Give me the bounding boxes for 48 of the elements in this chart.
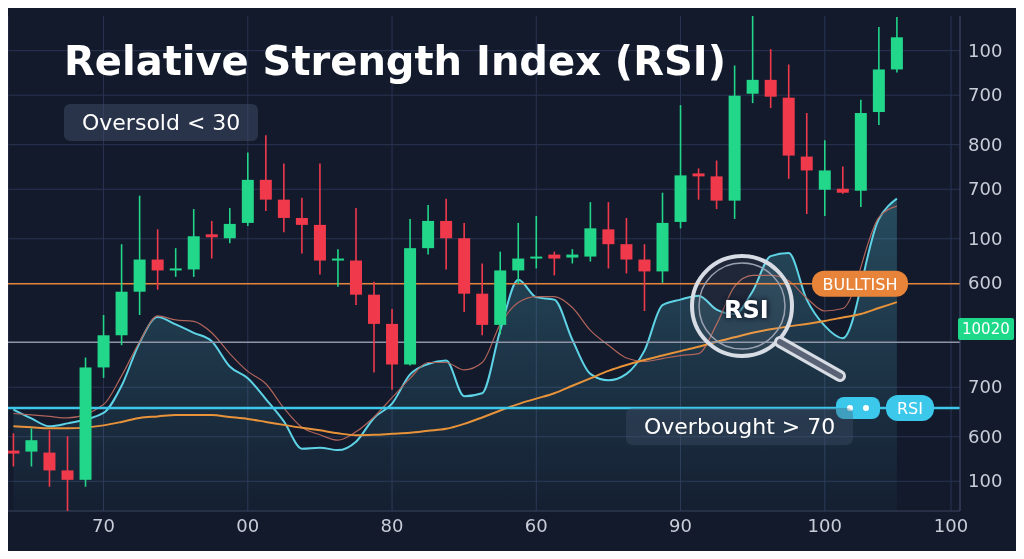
text: 100 bbox=[968, 39, 1003, 61]
x-tick-label: 60 bbox=[524, 514, 548, 536]
candlestick bbox=[548, 250, 561, 277]
candlestick bbox=[8, 432, 20, 468]
candlestick bbox=[440, 197, 453, 271]
candlestick bbox=[223, 207, 236, 245]
x-tick-label: 00 bbox=[236, 514, 260, 536]
candlestick bbox=[169, 247, 182, 278]
text: 100 bbox=[968, 227, 1003, 249]
annotation: Overbought > 70 bbox=[626, 408, 854, 445]
x-tick-label: 80 bbox=[380, 514, 404, 536]
text: 600 bbox=[968, 272, 1003, 294]
candlestick bbox=[331, 248, 344, 288]
candlestick bbox=[620, 217, 633, 275]
annotation: Oversold < 30 bbox=[64, 104, 259, 141]
x-tick-label: 100 bbox=[933, 514, 969, 536]
candlestick bbox=[836, 165, 849, 195]
candlestick bbox=[818, 139, 831, 217]
text: 700 bbox=[968, 178, 1003, 200]
candlestick bbox=[43, 429, 56, 488]
candlestick bbox=[151, 228, 164, 291]
text: Relative Strength Index (RSI) bbox=[64, 38, 726, 84]
candlestick bbox=[692, 167, 705, 201]
x-tick-label: 90 bbox=[669, 514, 692, 536]
candlestick bbox=[205, 220, 218, 260]
text: 600 bbox=[968, 425, 1003, 447]
x-tick-label: 70 bbox=[92, 514, 116, 536]
ref-line-label: RSI bbox=[897, 399, 923, 419]
x-tick-label: 100 bbox=[807, 514, 842, 536]
candlestick bbox=[259, 134, 272, 212]
text: 10020 bbox=[958, 318, 1014, 341]
annotation: RSI bbox=[724, 296, 769, 324]
candlestick bbox=[638, 243, 651, 312]
candlestick bbox=[764, 48, 777, 109]
text: 800 bbox=[968, 133, 1003, 155]
text: 700 bbox=[968, 376, 1003, 398]
text: 700 bbox=[968, 84, 1003, 106]
ref-line-label: BULLTISH bbox=[822, 274, 898, 294]
candlestick bbox=[295, 196, 308, 255]
candlestick bbox=[61, 435, 74, 511]
text: 100 bbox=[968, 470, 1003, 492]
candlestick bbox=[602, 201, 615, 270]
candlestick bbox=[530, 215, 543, 270]
candlestick bbox=[800, 112, 813, 215]
candlestick bbox=[512, 222, 525, 285]
candlestick bbox=[746, 16, 759, 104]
candlestick bbox=[25, 427, 38, 468]
candlestick bbox=[277, 162, 290, 234]
